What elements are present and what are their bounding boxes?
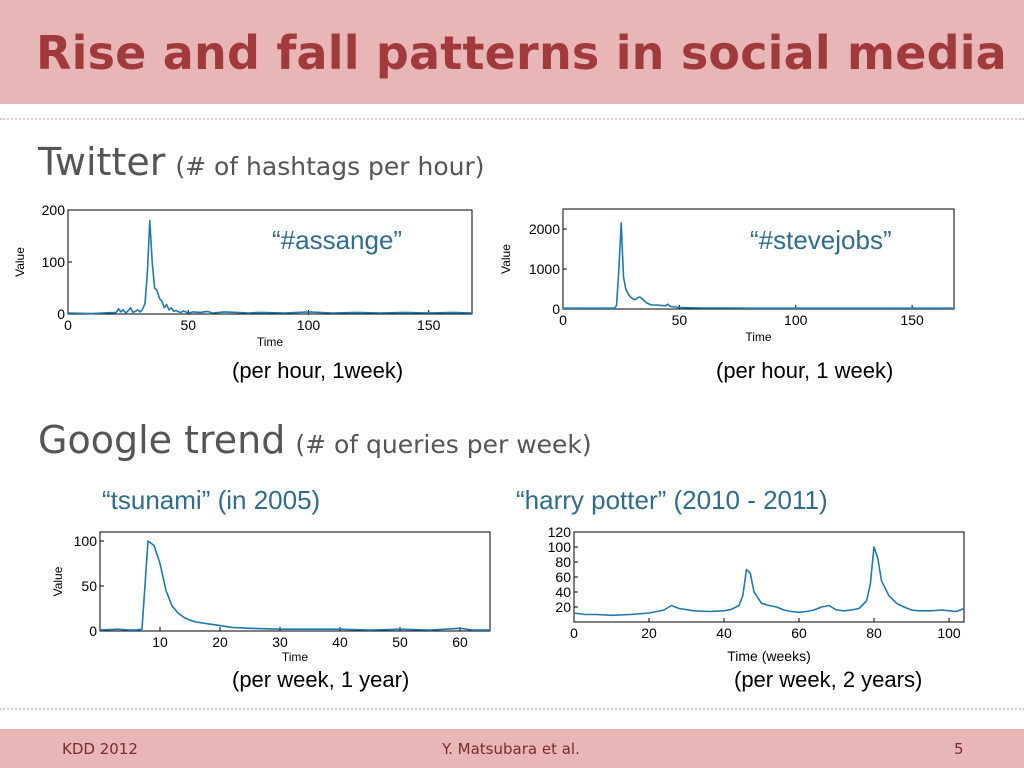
harry-x-tick-label: 60 [791, 625, 807, 641]
assange-x-tick-label: 50 [180, 317, 196, 333]
harry-x-tick-label: 40 [716, 625, 732, 641]
stevejobs-x-axis-title: Time [745, 330, 772, 344]
google-title: Google trend [38, 418, 286, 462]
bottom-divider [0, 708, 1024, 710]
harry-plot-frame [573, 531, 965, 623]
stevejobs-caption: (per hour, 1 week) [716, 358, 894, 383]
harry-y-tick-label: 40 [555, 584, 571, 600]
harry-caption: (per week, 2 years) [734, 667, 923, 692]
stevejobs-y-axis-title: Value [499, 244, 513, 274]
tsunami-series-line [99, 540, 490, 631]
harry-y-tick-label: 120 [548, 524, 572, 540]
tsunami-x-tick-label: 60 [452, 634, 468, 650]
assange-series-line [67, 219, 473, 315]
assange-x-axis-title: Time [257, 335, 284, 349]
stevejobs-y-tick-label: 1000 [529, 261, 560, 277]
harry-x-tick-label: 0 [570, 625, 578, 641]
footer-conference: KDD 2012 [62, 740, 138, 758]
tsunami-x-tick-label: 10 [152, 634, 168, 650]
assange-y-tick-label: 0 [57, 306, 65, 322]
twitter-heading: Twitter (# of hashtags per hour) [38, 140, 485, 184]
twitter-title: Twitter [38, 140, 166, 184]
tsunami-plot-frame [99, 531, 491, 632]
tsunami-caption: (per week, 1 year) [232, 667, 410, 692]
tsunami-x-axis-title: Time [282, 650, 309, 664]
harry-x-tick-label: 100 [937, 625, 961, 641]
slide-title: Rise and fall patterns in social media [36, 26, 1007, 80]
assange-x-tick-label: 100 [297, 317, 321, 333]
stevejobs-x-tick-label: 50 [672, 312, 688, 328]
assange-y-axis-title: Value [13, 247, 27, 277]
assange-plot-frame [67, 209, 473, 315]
tsunami-label: “tsunami” (in 2005) [102, 485, 321, 515]
tsunami-y-axis-title: Value [51, 566, 65, 596]
assange-y-tick-label: 100 [42, 254, 66, 270]
harry-label: “harry potter” (2010 - 2011) [516, 485, 828, 515]
stevejobs-label: “#stevejobs” [750, 225, 892, 255]
harry-x-tick-label: 80 [866, 625, 882, 641]
assange-caption: (per hour, 1week) [232, 358, 404, 383]
title-bar: Rise and fall patterns in social media [0, 0, 1024, 104]
assange-x-tick-label: 0 [64, 317, 72, 333]
twitter-subtitle: (# of hashtags per hour) [175, 152, 485, 181]
tsunami-y-tick-label: 50 [81, 578, 97, 594]
google-subtitle: (# of queries per week) [295, 430, 592, 459]
stevejobs-plot-frame [562, 208, 955, 310]
assange-y-tick-label: 200 [42, 202, 66, 218]
tsunami-x-tick-label: 50 [392, 634, 408, 650]
tsunami-x-tick-label: 40 [332, 634, 348, 650]
stevejobs-y-tick-label: 2000 [529, 221, 560, 237]
harry-x-tick-label: 20 [641, 625, 657, 641]
harry-series-line [573, 546, 965, 617]
harry-x-axis-title: Time (weeks) [727, 648, 811, 664]
stevejobs-y-tick-label: 0 [552, 301, 560, 317]
harry-y-tick-label: 20 [555, 599, 571, 615]
stevejobs-x-tick-label: 150 [900, 312, 924, 328]
harry-y-tick-label: 60 [555, 569, 571, 585]
footer-bar: KDD 2012 Y. Matsubara et al. 5 [0, 729, 1024, 768]
harry-y-tick-label: 80 [555, 554, 571, 570]
harry-y-tick-label: 100 [548, 539, 572, 555]
footer-authors: Y. Matsubara et al. [442, 740, 580, 758]
stevejobs-x-tick-label: 100 [784, 312, 808, 328]
tsunami-x-tick-label: 20 [212, 634, 228, 650]
stevejobs-x-tick-label: 0 [559, 312, 567, 328]
tsunami-y-tick-label: 0 [89, 623, 97, 639]
top-divider [0, 118, 1024, 120]
tsunami-x-tick-label: 30 [272, 634, 288, 650]
assange-label: “#assange” [272, 225, 403, 255]
footer-page-number: 5 [954, 740, 964, 758]
stevejobs-series-line [563, 222, 954, 310]
assange-x-tick-label: 150 [417, 317, 441, 333]
google-heading: Google trend (# of queries per week) [38, 418, 592, 462]
tsunami-y-tick-label: 100 [74, 533, 98, 549]
